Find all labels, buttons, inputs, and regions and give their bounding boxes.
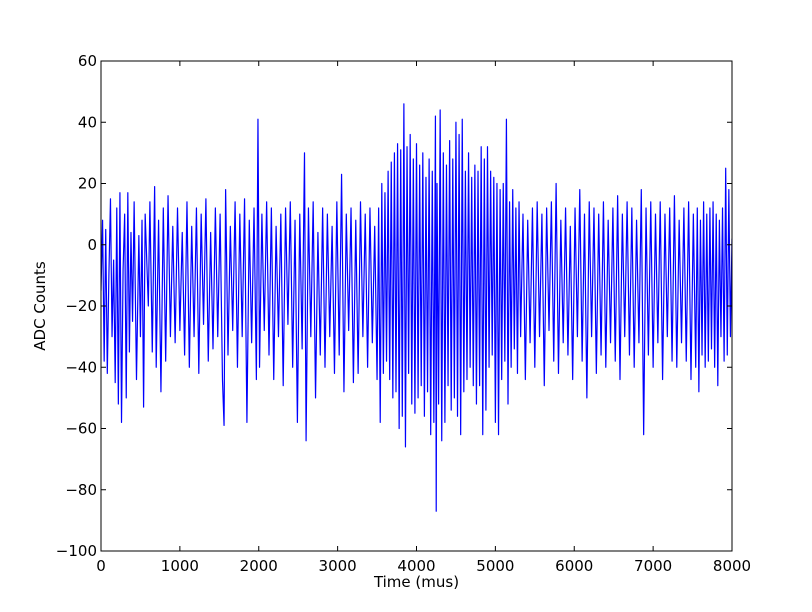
y-axis-label: ADC Counts bbox=[31, 261, 49, 351]
y-tick-label: −40 bbox=[65, 358, 97, 376]
y-tick-label: 20 bbox=[78, 175, 97, 193]
y-tick-label: −80 bbox=[65, 481, 97, 499]
y-axis: −100 −80 −60 −40 −20 0 20 40 60 bbox=[56, 52, 732, 560]
y-tick-label: 0 bbox=[87, 236, 97, 254]
x-tick-label: 2000 bbox=[240, 557, 278, 575]
plot-area bbox=[100, 60, 733, 552]
y-tick-label: −60 bbox=[65, 420, 97, 438]
x-axis-label: Time (mus) bbox=[373, 573, 459, 591]
series-group bbox=[101, 103, 732, 512]
x-tick-label: 0 bbox=[96, 557, 106, 575]
x-tick-label: 1000 bbox=[161, 557, 199, 575]
y-tick-label: 40 bbox=[78, 113, 97, 131]
x-tick-label: 5000 bbox=[476, 557, 514, 575]
x-tick-label: 8000 bbox=[713, 557, 751, 575]
x-tick-label: 7000 bbox=[634, 557, 672, 575]
x-tick-label: 6000 bbox=[555, 557, 593, 575]
y-tick-label: 60 bbox=[78, 52, 97, 70]
y-tick-label: −20 bbox=[65, 297, 97, 315]
series-line bbox=[101, 103, 732, 512]
x-axis: 0 1000 2000 3000 4000 5000 6000 7000 8000 bbox=[96, 61, 751, 575]
plot-background bbox=[101, 61, 732, 551]
x-tick-label: 3000 bbox=[319, 557, 357, 575]
y-tick-label: −100 bbox=[56, 542, 97, 560]
x-tick-label: 4000 bbox=[397, 557, 435, 575]
